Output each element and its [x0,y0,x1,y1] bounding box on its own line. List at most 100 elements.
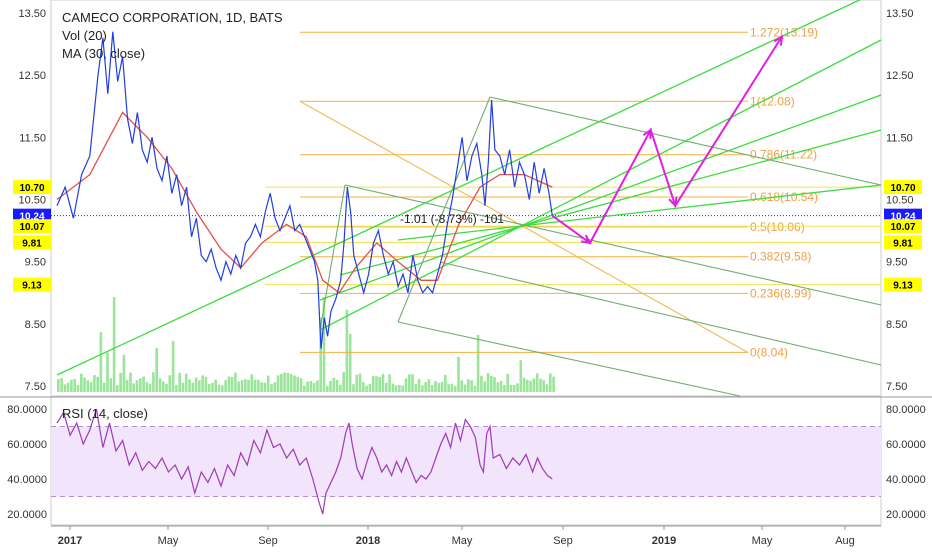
price-tick-left: 13.50 [18,8,46,20]
price-badge-label-right: 9.13 [893,281,913,292]
volume-bar [139,378,142,392]
volume-bar [109,378,113,392]
price-badge-right [884,235,922,250]
volume-bar [165,383,168,392]
volume-bar [473,385,477,392]
volume-bar [467,379,470,392]
volume-bar [303,385,306,392]
volume-bar [184,373,188,392]
chart-title: CAMECO CORPORATION, 1D, BATS [62,10,283,25]
price-line [56,31,553,349]
projection-arrowhead [773,34,784,46]
volume-bar [447,384,450,392]
volume-bar [119,372,122,392]
volume-bar [181,382,185,392]
volume-bar [401,385,404,392]
volume-bar [152,372,155,392]
pitchfork-lower-line [397,96,491,323]
volume-bar [375,376,378,392]
volume-bar [99,332,103,392]
rsi-tick-right: 20.0000 [886,509,926,521]
volume-bar [355,374,359,392]
volume-bar [244,379,247,392]
volume-bar [483,381,486,392]
volume-bar [227,376,231,392]
volume-bar [444,374,447,392]
volume-bar [73,378,76,392]
volume-bar [365,385,368,392]
projection-arrowhead [668,196,678,208]
volume-bar [394,385,398,392]
volume-bar [332,377,336,392]
volume-bar [345,309,349,392]
price-tick-left: 12.50 [18,70,46,82]
price-badge-right [884,208,922,223]
volume-bar [234,372,237,392]
volume-bar [266,375,270,392]
price-badge-label-left: 10.70 [19,183,44,194]
volume-bar [204,376,208,392]
price-tick-left: 7.50 [25,381,46,393]
price-badge-left [13,277,51,292]
price-badge-right [884,180,922,195]
volume-bar [506,373,509,392]
volume-bar [519,360,523,392]
volume-bar [280,374,283,392]
rsi-band [51,426,881,497]
price-badge-left [13,219,51,234]
time-tick-label: 2018 [356,535,380,547]
ma-line [56,111,553,294]
volume-bar [532,378,536,392]
volume-bar [496,382,500,392]
volume-bar [171,341,175,392]
volume-bar [299,378,303,392]
volume-bar [250,374,254,392]
volume-bar [440,381,444,392]
price-tick-right: 9.50 [886,257,907,269]
pitchfork-lower-line [397,321,741,397]
volume-bar [60,378,63,392]
volume-bar [93,375,96,392]
volume-bar [214,379,217,392]
volume-bar [207,384,211,392]
volume-bar [296,377,299,392]
volume-bar [253,379,257,392]
volume-bar [358,373,362,392]
volume-bar [198,380,201,392]
time-tick-label: 2019 [652,535,676,547]
volume-bar [453,386,457,392]
rsi-tick-left: 40.0000 [7,474,47,486]
fib-level-label: 0.236(8.99) [750,286,811,300]
volume-bar [57,379,60,392]
volume-bar [283,372,286,392]
volume-bar [142,376,145,392]
volume-bar [371,376,375,392]
volume-bar [368,383,372,392]
volume-bar [509,384,513,392]
volume-bar [293,375,296,392]
volume-bar [102,382,106,392]
volume-bar [404,378,408,392]
volume-bar [391,383,395,392]
volume-bar [63,384,67,392]
volume-bar [194,377,198,392]
volume-bar [378,376,381,392]
axes-group: 13.50 13.50 12.50 12.50 11.50 11.50 10.50 10.50… [7,8,926,547]
volume-bar [270,384,273,392]
pitchfork-lower-line [319,184,346,331]
volume-bar [414,384,418,392]
projection-arrows [551,34,784,245]
volume-bar [329,381,332,392]
volume-bar [230,376,234,392]
volume-bar [460,380,463,392]
volume-bar [549,373,552,392]
legend-vol: Vol (20) [62,28,107,43]
rsi-tick-left: 60.0000 [7,439,47,451]
fib-level-label: 0.618(10.54) [750,190,818,204]
volume-bar [385,382,388,392]
time-tick-label: May [452,535,473,547]
volume-bar [381,373,385,392]
volume-bar [211,382,214,392]
pitchfork-upper-line [319,94,882,301]
